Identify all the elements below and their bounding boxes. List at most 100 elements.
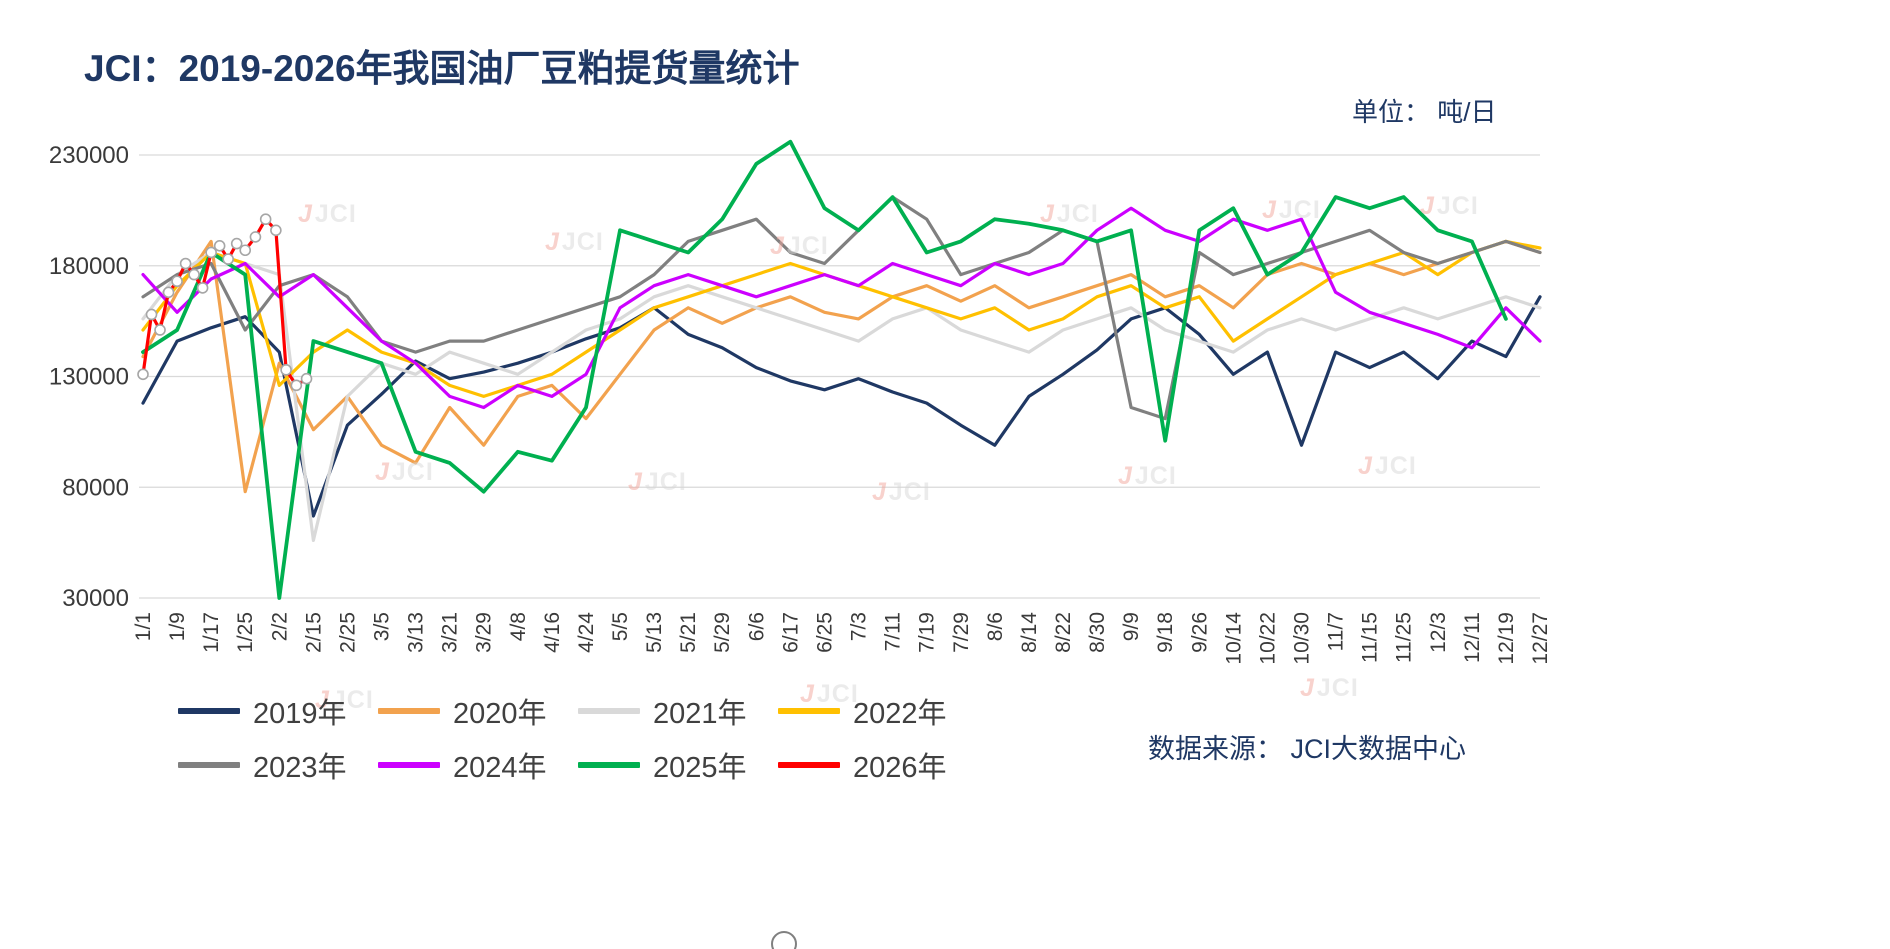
legend-swatch [378, 762, 440, 768]
x-tick-label: 12/11 [1461, 612, 1484, 663]
x-tick-label: 10/14 [1222, 612, 1245, 665]
series-marker [179, 257, 192, 270]
series-marker [300, 372, 313, 385]
unit-label: 单位： 吨/日 [1352, 97, 1497, 127]
x-tick-label: 4/24 [575, 612, 598, 653]
legend-label: 2022年 [853, 698, 947, 730]
x-tick-label: 11/7 [1325, 612, 1348, 651]
x-tick-label: 5/29 [711, 612, 734, 653]
series-marker [259, 213, 272, 226]
x-tick-label: 10/22 [1256, 612, 1279, 665]
x-tick-label: 9/26 [1188, 612, 1211, 653]
data-source-label: 数据来源： JCI大数据中心 [1148, 734, 1467, 764]
series-marker [280, 364, 292, 376]
series-line-2025年 [141, 139, 1508, 600]
series-line-2020年 [141, 239, 1542, 494]
series-line-2019年 [141, 295, 1542, 518]
legend-label: 2020年 [453, 698, 547, 730]
legend-item-2025年: 2025年 [578, 744, 778, 786]
x-tick-label: 7/29 [950, 612, 973, 653]
series-marker [230, 237, 243, 250]
x-tick-label: 8/6 [984, 612, 1007, 641]
series-marker [145, 308, 158, 321]
x-tick-label: 12/19 [1495, 612, 1518, 665]
x-tick-label: 6/6 [745, 612, 768, 641]
x-tick-label: 4/8 [507, 612, 530, 641]
series-marker [137, 368, 149, 381]
series-marker [213, 240, 226, 252]
x-tick-label: 7/3 [848, 612, 871, 641]
y-tick-label: 130000 [49, 364, 129, 391]
legend-item-2020年: 2020年 [378, 690, 578, 732]
x-tick-label: 12/3 [1427, 612, 1450, 653]
x-tick-label: 3/21 [439, 612, 462, 653]
x-tick-label: 2/25 [336, 612, 359, 653]
series-marker [270, 224, 282, 237]
legend-swatch [778, 762, 840, 768]
x-tick-label: 2/2 [268, 612, 291, 641]
x-tick-label: 7/19 [916, 612, 939, 653]
series-marker [249, 231, 262, 243]
x-tick-label: 8/14 [1018, 612, 1041, 653]
series-line-2021年 [141, 250, 1542, 542]
chart-legend: 2019年 2020年 2021年 2022年 2023年 2024年 2025年 2026年 [178, 690, 978, 786]
series-line-2022年 [141, 239, 1542, 398]
legend-label: 2026年 [853, 752, 947, 784]
series-marker [171, 275, 183, 288]
series-marker [290, 379, 303, 392]
legend-swatch [378, 708, 440, 714]
series-marker [162, 286, 175, 299]
series-marker [196, 282, 209, 294]
chart-title: JCI：2019-2026年我国油厂豆粕提货量统计 [84, 48, 800, 89]
x-tick-label: 5/21 [677, 612, 700, 653]
x-tick-label: 12/27 [1529, 612, 1552, 665]
series-marker [188, 268, 200, 281]
legend-label: 2025年 [653, 752, 747, 784]
legend-item-2023年: 2023年 [178, 744, 378, 786]
series-marker [239, 244, 252, 257]
x-tick-label: 9/9 [1120, 612, 1143, 641]
legend-item-2024年: 2024年 [378, 744, 578, 786]
line-chart: 30000 80000 130000 180000 230000 1/1 1/9 1/17 1/… [49, 139, 1552, 665]
y-tick-label: 180000 [49, 253, 129, 280]
x-tick-label: 1/1 [132, 612, 155, 641]
legend-item-2019年: 2019年 [178, 690, 378, 732]
legend-label: 2023年 [253, 752, 347, 784]
series-marker [205, 246, 217, 259]
x-tick-label: 11/25 [1393, 612, 1416, 663]
x-tick-label: 1/17 [200, 612, 223, 653]
legend-swatch [178, 708, 240, 714]
x-tick-label: 6/17 [779, 612, 802, 653]
legend-swatch [778, 708, 840, 714]
x-tick-label: 8/22 [1052, 612, 1075, 653]
series-marker [222, 253, 234, 265]
x-tick-label: 3/5 [371, 612, 394, 641]
legend-swatch [578, 708, 640, 714]
y-tick-label: 80000 [62, 474, 129, 501]
legend-swatch [578, 762, 640, 768]
y-tick-label: 30000 [62, 585, 129, 612]
legend-label: 2024年 [453, 752, 547, 784]
x-tick-label: 10/30 [1290, 612, 1313, 665]
x-tick-label: 8/30 [1086, 612, 1109, 653]
x-tick-label: 1/9 [166, 612, 189, 641]
series-marker [154, 324, 166, 336]
x-tick-label: 5/13 [643, 612, 666, 653]
x-tick-label: 5/5 [609, 612, 632, 641]
y-tick-label: 230000 [49, 142, 129, 169]
x-tick-label: 9/18 [1154, 612, 1177, 653]
x-tick-label: 3/29 [473, 612, 496, 653]
x-tick-label: 6/25 [813, 612, 836, 653]
x-tick-label: 11/15 [1359, 612, 1382, 663]
legend-label: 2021年 [653, 698, 747, 730]
series-line-2024年 [141, 206, 1542, 410]
x-tick-label: 1/25 [234, 612, 257, 653]
bottom-circle-decoration [771, 931, 797, 949]
legend-item-2026年: 2026年 [778, 744, 978, 786]
x-tick-label: 7/11 [882, 612, 905, 651]
x-tick-label: 4/16 [541, 612, 564, 653]
legend-label: 2019年 [253, 698, 347, 730]
legend-swatch [178, 762, 240, 768]
x-tick-label: 3/13 [405, 612, 428, 653]
